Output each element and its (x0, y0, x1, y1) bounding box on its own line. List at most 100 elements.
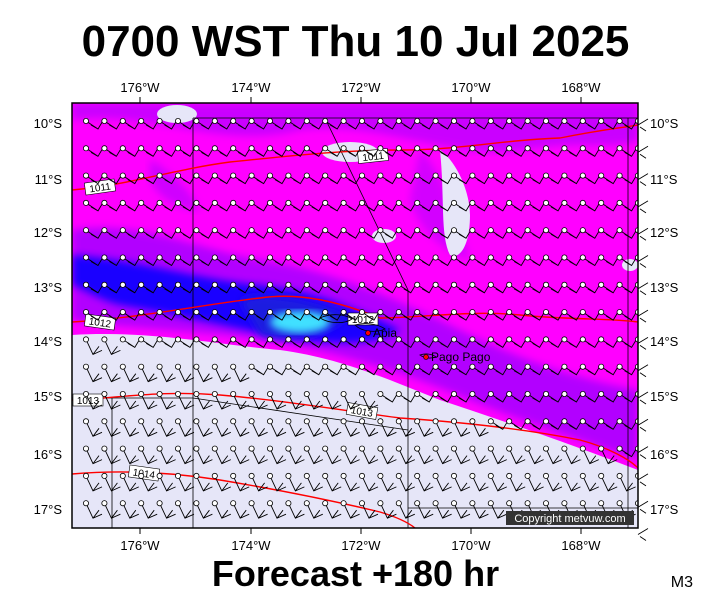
wind-barb (322, 500, 342, 519)
wind-barb (156, 472, 176, 492)
lon-label: 174°W (231, 80, 271, 95)
wind-barb (285, 254, 307, 267)
wind-barb (193, 199, 215, 212)
wind-barb (138, 281, 160, 294)
wind-barb (194, 527, 199, 528)
lat-label: 11°S (35, 172, 63, 187)
wind-barb (377, 227, 399, 239)
wind-barb (507, 527, 511, 528)
wind-barb (248, 390, 268, 410)
wind-barb (285, 118, 307, 130)
wind-barb (432, 199, 454, 212)
wind-barb (211, 390, 231, 410)
wind-barb (248, 309, 270, 321)
wind-barb (543, 309, 565, 321)
wind-barb (230, 418, 250, 437)
edge-barbs (637, 118, 649, 541)
wind-barb (487, 281, 510, 294)
wind-barb (637, 473, 649, 487)
wind-barb (156, 199, 178, 212)
wind-barb (487, 418, 510, 430)
wind-barb (637, 309, 649, 323)
wind-barb (450, 472, 471, 492)
wind-barb (193, 390, 213, 410)
wind-barb (450, 199, 473, 212)
wind-barb (432, 390, 454, 403)
wind-barb (156, 254, 178, 267)
wind-barb (211, 418, 231, 437)
lon-label: 176°W (120, 80, 160, 95)
wind-barb (506, 145, 528, 157)
wind-barb (119, 500, 139, 519)
wind-barb (358, 118, 381, 130)
isobar-label: 1011 (83, 178, 117, 195)
svg-text:1012: 1012 (88, 316, 112, 330)
wind-barb (303, 172, 326, 185)
lon-label: 174°W (231, 538, 271, 553)
lat-label: 11°S (650, 172, 678, 187)
wind-barb (101, 472, 121, 492)
lon-label: 168°W (561, 80, 601, 95)
wind-barb (211, 500, 231, 519)
lat-label: 10°S (650, 116, 679, 131)
wind-barb (616, 336, 638, 349)
wind-barb (83, 445, 103, 465)
wind-barb (83, 390, 103, 410)
city-marker (423, 354, 429, 360)
lon-label: 176°W (120, 538, 160, 553)
wind-barb (506, 336, 528, 349)
wind-barb (598, 172, 620, 185)
wind-barb (469, 199, 491, 212)
lat-label: 16°S (34, 447, 63, 462)
wind-barb (340, 336, 362, 349)
city-label: Pago Pago (431, 350, 491, 364)
wind-barb (637, 446, 649, 459)
wind-barb (340, 418, 360, 437)
wind-barb (432, 172, 454, 185)
wind-barb (377, 472, 397, 492)
wind-barb (358, 418, 379, 437)
wind-barb (637, 255, 649, 268)
wind-barb (174, 472, 195, 492)
wind-barb (211, 363, 231, 383)
wind-barb (101, 500, 121, 519)
wind-barb (616, 472, 636, 492)
wind-barb (285, 363, 307, 376)
wind-barb (340, 445, 360, 465)
wind-barb (377, 418, 397, 437)
copyright-text: Copyright metvuw.com (514, 513, 625, 525)
wind-barb (432, 309, 454, 321)
wind-barb (414, 472, 434, 492)
wind-barb (138, 336, 160, 349)
wind-barb (322, 472, 342, 492)
wind-barb (395, 172, 418, 185)
lat-label: 15°S (34, 389, 63, 404)
wind-barb (156, 445, 176, 465)
wind-barb (543, 472, 563, 492)
wind-barb (193, 281, 215, 294)
wind-barb (138, 363, 158, 383)
wind-barb (506, 281, 528, 294)
lon-label: 168°W (561, 538, 601, 553)
wind-barb (211, 227, 234, 239)
wind-barb (285, 227, 307, 239)
wind-barb (174, 199, 197, 212)
wind-barb (543, 118, 565, 130)
wind-barb (487, 309, 510, 321)
wind-barb (156, 118, 178, 130)
wind-barb (395, 472, 415, 492)
wind-barb (637, 118, 649, 132)
lat-label: 14°S (650, 334, 679, 349)
wind-barb (138, 472, 158, 492)
wind-barb (358, 500, 379, 519)
wind-barb (414, 445, 434, 465)
wind-barb (211, 254, 234, 267)
wind-barb (637, 173, 649, 186)
wind-barb (616, 118, 638, 130)
wind-barb (414, 363, 436, 376)
wind-barb (432, 418, 452, 437)
wind-barb (598, 309, 620, 321)
wind-barb (83, 118, 105, 130)
wind-barb (101, 390, 121, 410)
wind-barb (358, 336, 381, 349)
